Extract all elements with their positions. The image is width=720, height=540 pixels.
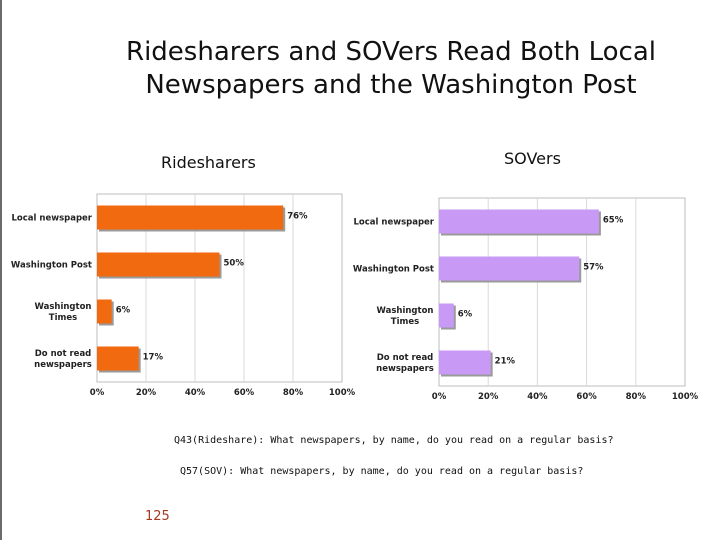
ridesharers-category-label: Local newspaper xyxy=(12,214,93,224)
sovers-category-label: Local newspaper xyxy=(354,218,435,228)
ridesharers-bar xyxy=(97,299,112,324)
sovers-chart-title: SOVers xyxy=(504,149,561,168)
ridesharers-category-label: Washington Times xyxy=(35,302,92,323)
ridesharers-x-tick-label: 80% xyxy=(283,388,304,398)
sovers-x-tick-label: 0% xyxy=(432,392,447,402)
sovers-bar-chart: 0% 20% 40% 60% 80% 100% 65% Local newspaper 57% W… xyxy=(353,197,699,402)
ridesharers-x-tick-label: 0% xyxy=(90,388,105,398)
ridesharers-plot-frame xyxy=(96,193,343,383)
sovers-value-label: 57% xyxy=(583,263,604,273)
sovers-x-tick-label: 20% xyxy=(478,392,499,402)
ridesharers-bar xyxy=(97,252,220,277)
sovers-value-label: 65% xyxy=(603,216,624,226)
ridesharers-x-tick-label: 60% xyxy=(234,388,255,398)
sovers-bar xyxy=(439,350,491,375)
slide-title: Ridesharers and SOVers Read Both Local N… xyxy=(96,36,686,102)
sovers-bar xyxy=(439,256,580,281)
question-sov: Q57(SOV): What newspapers, by name, do y… xyxy=(180,466,584,477)
slide-title-line-1: Ridesharers and SOVers Read Both Local xyxy=(126,37,656,67)
sovers-category-label: Do not read newspapers xyxy=(376,353,434,374)
ridesharers-category-label: Do not read newspapers xyxy=(34,349,92,370)
slide-left-border xyxy=(0,0,2,540)
ridesharers-x-tick-label: 100% xyxy=(329,388,356,398)
sovers-value-label: 6% xyxy=(458,310,473,320)
ridesharers-x-tick-label: 20% xyxy=(136,388,157,398)
sovers-category-label: Washington Times xyxy=(377,306,434,327)
ridesharers-category-label: Washington Post xyxy=(11,261,92,271)
slide-title-line-2: Newspapers and the Washington Post xyxy=(145,70,637,100)
ridesharers-bar xyxy=(97,205,284,230)
ridesharers-value-label: 50% xyxy=(224,259,245,269)
sovers-bar xyxy=(439,303,454,328)
sovers-category-label: Washington Post xyxy=(353,265,434,275)
question-rideshare: Q43(Rideshare): What newspapers, by name… xyxy=(174,435,614,446)
ridesharers-bar-chart: 0% 20% 40% 60% 80% 100% 76% Local newspaper 50% W… xyxy=(11,193,356,398)
ridesharers-chart-title: Ridesharers xyxy=(161,153,256,172)
sovers-plot-frame xyxy=(438,197,686,387)
sovers-x-tick-label: 80% xyxy=(626,392,647,402)
sovers-value-label: 21% xyxy=(495,357,516,367)
ridesharers-value-label: 6% xyxy=(116,306,131,316)
sovers-x-tick-label: 60% xyxy=(576,392,597,402)
sovers-x-tick-label: 40% xyxy=(527,392,548,402)
page-number: 125 xyxy=(145,509,170,524)
sovers-bar xyxy=(439,209,599,234)
sovers-x-tick-label: 100% xyxy=(672,392,699,402)
ridesharers-value-label: 76% xyxy=(287,212,308,222)
ridesharers-value-label: 17% xyxy=(143,353,164,363)
ridesharers-x-tick-label: 40% xyxy=(185,388,206,398)
ridesharers-bar xyxy=(97,346,139,371)
